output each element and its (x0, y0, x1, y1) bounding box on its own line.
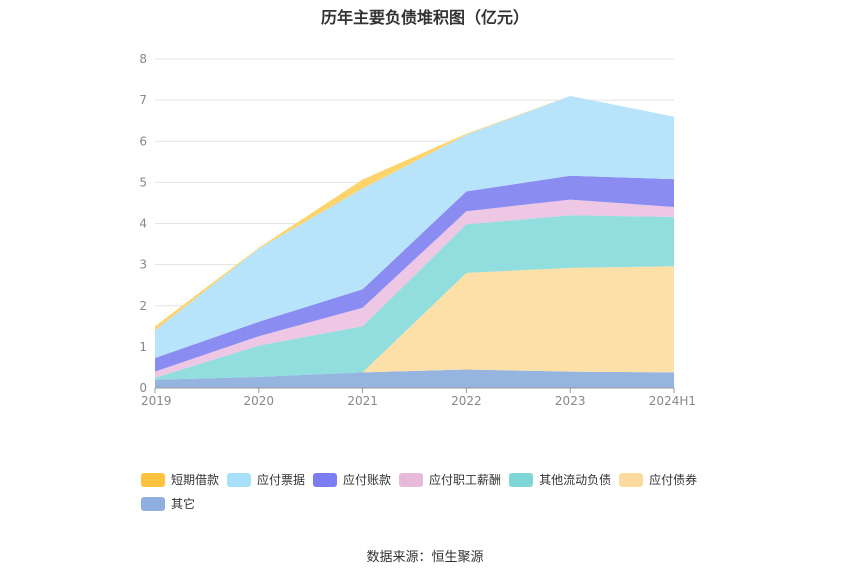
y-tick-label: 5 (139, 175, 147, 189)
y-tick-label: 4 (139, 217, 147, 231)
y-tick-label: 3 (139, 258, 147, 272)
y-tick-label: 1 (139, 340, 147, 354)
y-tick-label: 8 (139, 52, 147, 66)
legend-label: 应付职工薪酬 (429, 473, 502, 487)
legend-item[interactable]: 应付职工薪酬 (399, 472, 501, 487)
legend-swatch (509, 472, 534, 487)
legend-item[interactable]: 其他流动负债 (509, 472, 611, 487)
legend-swatch (399, 472, 424, 487)
x-tick-label: 2024H1 (649, 394, 696, 408)
area-应付职工薪酬 (155, 199, 674, 378)
legend-swatch (227, 472, 252, 487)
legend-label: 其他流动负债 (539, 473, 612, 487)
x-tick-label: 2021 (347, 394, 378, 408)
area-应付债券 (155, 266, 674, 380)
legend-swatch (141, 472, 165, 487)
legend-item[interactable]: 应付债券 (619, 472, 697, 487)
legend-item[interactable]: 应付账款 (313, 472, 391, 487)
data-source: 数据来源：恒生聚源 (366, 550, 484, 565)
y-tick-label: 0 (139, 381, 147, 395)
x-tick-label: 2022 (451, 394, 482, 408)
x-tick-label: 2019 (141, 394, 172, 408)
legend-label: 短期借款 (171, 473, 220, 487)
y-tick-label: 2 (139, 299, 147, 313)
legend-label: 应付账款 (343, 473, 392, 487)
area-其他流动负债 (155, 215, 674, 380)
chart-title: 历年主要负债堆积图（亿元） (320, 8, 529, 27)
legend-swatch (313, 472, 338, 487)
legend-item[interactable]: 短期借款 (141, 472, 219, 487)
legend-swatch (619, 472, 644, 487)
legend: 短期借款 应付票据 应付账款 应付职工薪酬 其他流动负债 应付债券其它 (141, 472, 741, 520)
y-tick-label: 7 (139, 93, 147, 107)
area-应付票据 (155, 96, 674, 358)
legend-item[interactable]: 其它 (141, 496, 195, 511)
area-series (155, 96, 674, 388)
area-应付账款 (155, 175, 674, 372)
y-tick-label: 6 (139, 134, 147, 148)
x-tick-label: 2020 (244, 394, 275, 408)
legend-swatch (141, 496, 165, 511)
x-tick-label: 2023 (555, 394, 586, 408)
axes: 0 1 2 3 4 5 6 7 8 2019 2020 2021 2022 2023 2024H1 (139, 52, 696, 408)
legend-label: 应付债券 (649, 473, 698, 487)
legend-item[interactable]: 应付票据 (227, 472, 305, 487)
legend-label: 应付票据 (257, 473, 306, 487)
area-其它 (155, 369, 674, 388)
legend-label: 其它 (171, 497, 196, 511)
